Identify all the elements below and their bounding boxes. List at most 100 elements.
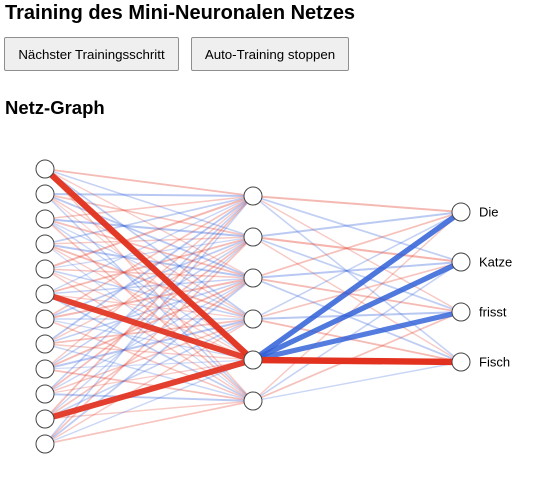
page-title: Training des Mini-Neuronalen Netzes: [5, 2, 356, 24]
edge-hidden-4-output-0: [251, 209, 463, 363]
edge-input-11-hidden-3: [44, 318, 254, 445]
input-node-11: [35, 434, 55, 454]
edge-input-0-hidden-1: [44, 168, 254, 238]
edge-input-0-hidden-5: [44, 168, 254, 402]
hidden-node-4: [243, 350, 263, 370]
edge-hidden-0-output-0: [252, 195, 462, 213]
edge-hidden-1-output-3: [252, 236, 462, 363]
edge-input-4-hidden-2: [44, 268, 254, 279]
network-nodes: [35, 159, 471, 454]
edge-input-7-hidden-5: [44, 343, 254, 402]
edge-hidden-2-output-0: [252, 211, 462, 279]
output-node-1: [451, 252, 471, 272]
edge-hidden-2-output-2: [252, 277, 462, 313]
edge-hidden-5-output-1: [252, 261, 462, 402]
edge-hidden-5-output-0: [252, 211, 462, 402]
edge-input-10-hidden-4: [44, 357, 254, 422]
edge-input-6-hidden-4: [44, 318, 254, 361]
edge-input-1-hidden-3: [44, 193, 254, 320]
output-label: Katze: [479, 255, 512, 270]
edge-input-11-hidden-4: [44, 359, 254, 445]
output-node-2: [451, 302, 471, 322]
input-node-4: [35, 259, 55, 279]
hidden-node-5: [243, 391, 263, 411]
edge-hidden-4-output-3: [252, 356, 462, 366]
input-node-6: [35, 309, 55, 329]
edge-hidden-2-output-1: [252, 261, 462, 279]
edge-input-1-hidden-5: [44, 193, 254, 402]
edge-input-2-hidden-0: [44, 195, 254, 220]
edge-input-9-hidden-2: [44, 277, 254, 395]
edge-input-10-hidden-0: [44, 195, 254, 420]
edge-input-3-hidden-5: [44, 243, 254, 402]
edge-input-11-hidden-0: [44, 195, 254, 445]
input-node-10: [35, 409, 55, 429]
output-label: Die: [479, 205, 499, 220]
edge-hidden-1-output-1: [252, 235, 462, 264]
edge-hidden-4-output-1: [251, 259, 463, 363]
edge-input-5-hidden-2: [44, 277, 254, 295]
input-node-8: [35, 359, 55, 379]
edge-input-5-hidden-0: [44, 195, 254, 295]
edge-input-8-hidden-4: [44, 359, 254, 370]
edge-hidden-0-output-1: [252, 195, 462, 263]
edge-input-4-hidden-4: [44, 268, 254, 361]
edge-hidden-2-output-3: [252, 277, 462, 363]
edge-input-9-hidden-1: [44, 236, 254, 395]
input-node-2: [35, 209, 55, 229]
edge-hidden-4-output-2: [252, 309, 462, 363]
edge-hidden-0-output-3: [252, 195, 462, 363]
edge-input-7-hidden-4: [44, 343, 254, 361]
edge-input-5-hidden-3: [44, 293, 254, 320]
stop-auto-training-button[interactable]: Auto-Training stoppen: [191, 37, 349, 71]
edge-input-3-hidden-1: [44, 236, 254, 245]
hidden-node-2: [243, 268, 263, 288]
edge-input-5-hidden-5: [44, 293, 254, 402]
input-node-9: [35, 384, 55, 404]
output-node-3: [451, 352, 471, 372]
edge-hidden-1-output-2: [252, 236, 462, 313]
hidden-node-0: [243, 186, 263, 206]
edge-hidden-3-output-1: [252, 261, 462, 320]
input-node-5: [35, 284, 55, 304]
edge-input-11-hidden-2: [44, 277, 254, 445]
output-node-0: [451, 202, 471, 222]
edge-input-11-hidden-5: [44, 400, 254, 445]
edge-input-3-hidden-3: [44, 243, 254, 320]
edge-input-0-hidden-2: [44, 168, 254, 279]
output-label: Fisch: [479, 355, 510, 370]
edge-input-6-hidden-0: [44, 195, 254, 320]
input-node-7: [35, 334, 55, 354]
network-graph: Die Katze frisst Fisch: [35, 159, 512, 454]
edge-hidden-1-output-0: [252, 211, 462, 238]
edge-input-10-hidden-3: [44, 318, 254, 420]
input-node-1: [35, 184, 55, 204]
edge-input-1-hidden-4: [44, 193, 254, 361]
edge-input-0-hidden-0: [44, 168, 254, 197]
input-node-0: [35, 159, 55, 179]
edge-input-9-hidden-0: [44, 195, 254, 395]
edge-input-8-hidden-0: [44, 195, 254, 370]
edge-input-1-hidden-0: [44, 193, 254, 197]
edge-input-2-hidden-4: [44, 218, 254, 361]
edge-input-4-hidden-0: [44, 195, 254, 270]
edge-input-3-hidden-4: [44, 243, 254, 361]
edge-input-7-hidden-3: [44, 318, 254, 345]
output-labels: Die Katze frisst Fisch: [479, 205, 512, 370]
edge-input-4-hidden-1: [44, 236, 254, 270]
edge-input-0-hidden-4: [42, 166, 256, 363]
edge-hidden-5-output-3: [252, 361, 462, 402]
edge-input-7-hidden-0: [44, 195, 254, 345]
input-node-3: [35, 234, 55, 254]
edge-hidden-3-output-2: [252, 311, 462, 320]
edge-input-4-hidden-3: [44, 268, 254, 320]
edge-hidden-3-output-3: [252, 318, 462, 363]
edge-input-8-hidden-1: [44, 236, 254, 370]
edge-input-1-hidden-2: [44, 193, 254, 279]
hidden-node-3: [243, 309, 263, 329]
edge-input-8-hidden-2: [44, 277, 254, 370]
edge-input-3-hidden-0: [44, 195, 254, 245]
edge-input-2-hidden-2: [44, 218, 254, 279]
network-edges: [42, 166, 463, 445]
next-training-step-button[interactable]: Nächster Trainingsschritt: [4, 37, 179, 71]
